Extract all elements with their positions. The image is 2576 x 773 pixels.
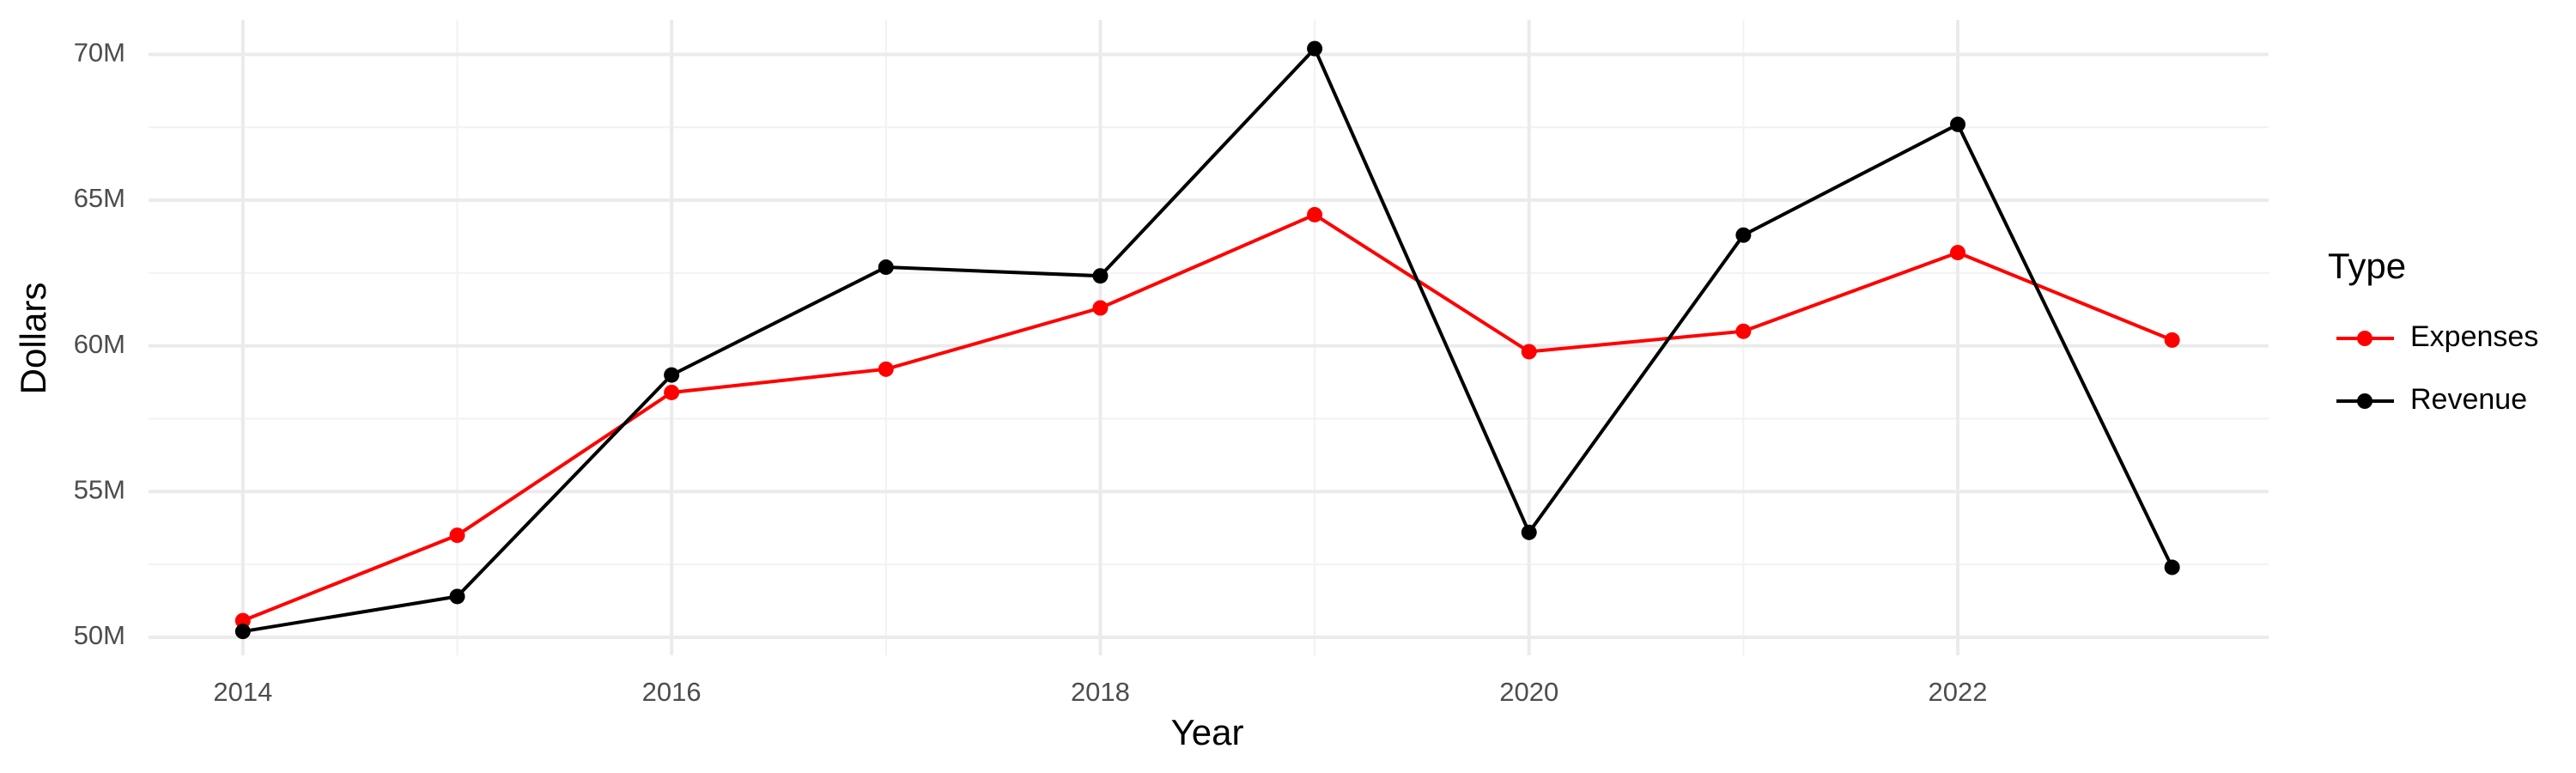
x-tick-label: 2022 xyxy=(1929,677,1988,707)
point xyxy=(449,588,465,605)
x-tick-label: 2016 xyxy=(642,677,702,707)
point xyxy=(1735,227,1752,243)
y-tick-label: 50M xyxy=(74,620,125,650)
point xyxy=(1950,245,1966,261)
y-axis-title: Dollars xyxy=(13,283,53,395)
point xyxy=(449,527,465,544)
point xyxy=(2164,332,2180,348)
point xyxy=(1521,344,1537,360)
point xyxy=(1307,206,1323,222)
point xyxy=(234,624,251,640)
point xyxy=(878,259,894,276)
point xyxy=(1950,116,1966,132)
point xyxy=(664,384,680,400)
x-tick-label: 2020 xyxy=(1499,677,1558,707)
grid xyxy=(149,20,2269,655)
y-tick-label: 60M xyxy=(74,329,125,359)
point xyxy=(1735,323,1752,339)
point xyxy=(1092,268,1109,284)
legend-label: Expenses xyxy=(2410,320,2538,353)
point xyxy=(1092,300,1109,316)
point xyxy=(1307,40,1323,57)
series-line xyxy=(242,46,2174,634)
y-tick-label: 65M xyxy=(74,183,125,213)
legend-key-point xyxy=(2357,331,2372,346)
point xyxy=(664,367,680,383)
legend-title: Type xyxy=(2328,246,2406,286)
legend-label: Revenue xyxy=(2410,383,2527,416)
x-axis-title: Year xyxy=(1171,712,1244,752)
y-tick-label: 55M xyxy=(74,475,125,505)
point xyxy=(234,612,251,629)
point xyxy=(1521,524,1537,540)
x-tick-label: 2014 xyxy=(213,677,272,707)
x-tick-label: 2018 xyxy=(1071,677,1130,707)
point xyxy=(878,361,894,377)
series-line xyxy=(242,212,2173,623)
y-tick-label: 70M xyxy=(74,38,125,68)
point xyxy=(2164,559,2180,575)
legend-key-point xyxy=(2357,393,2372,409)
